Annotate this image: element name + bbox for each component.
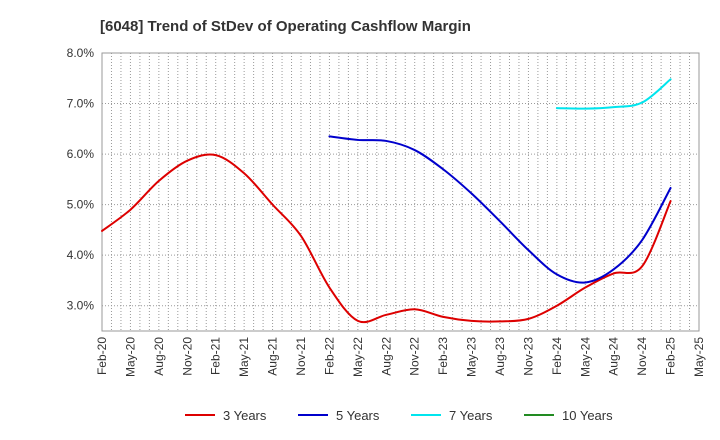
x-tick-label: Feb-24 — [550, 337, 564, 375]
legend-label-10-years: 10 Years — [562, 408, 613, 423]
x-tick-label: Nov-21 — [294, 337, 308, 376]
x-tick-label: Aug-24 — [607, 337, 621, 376]
x-tick-label: Feb-23 — [436, 337, 450, 375]
y-tick-label: 8.0% — [67, 46, 95, 60]
series-layer — [101, 78, 672, 324]
x-tick-label: Aug-21 — [266, 337, 280, 376]
x-tick-label: May-22 — [351, 337, 365, 377]
x-tick-label: Nov-23 — [521, 337, 535, 376]
series-line-5-years — [328, 135, 672, 284]
y-tick-label: 6.0% — [67, 147, 95, 161]
x-tick-label: May-21 — [237, 337, 251, 377]
x-tick-label: Aug-20 — [152, 337, 166, 376]
y-tick-label: 7.0% — [67, 97, 95, 111]
x-tick-label: May-24 — [578, 337, 592, 377]
x-tick-label: Feb-25 — [664, 337, 678, 375]
legend: 3 Years 5 Years 7 Years 10 Years — [185, 408, 613, 423]
grid — [102, 52, 699, 331]
x-tick-label: Nov-20 — [180, 337, 194, 376]
legend-label-3-years: 3 Years — [223, 408, 267, 423]
y-tick-label: 3.0% — [67, 299, 95, 313]
x-tick-label: Feb-21 — [209, 337, 223, 375]
y-tick-label: 5.0% — [67, 198, 95, 212]
x-tick-label: May-23 — [465, 337, 479, 377]
legend-label-5-years: 5 Years — [336, 408, 380, 423]
x-tick-label: Aug-22 — [379, 337, 393, 376]
x-tick-label: Nov-24 — [635, 337, 649, 376]
x-tick-label: May-20 — [123, 337, 137, 377]
x-tick-label: Feb-20 — [95, 337, 109, 375]
y-tick-label: 4.0% — [67, 248, 95, 262]
x-tick-label: Feb-22 — [322, 337, 336, 375]
chart-title: [6048] Trend of StDev of Operating Cashf… — [100, 18, 471, 35]
plot-area — [101, 52, 700, 332]
y-axis-ticks: 3.0% 4.0% 5.0% 6.0% 7.0% 8.0% — [67, 46, 95, 313]
x-axis-ticks: Feb-20 May-20 Aug-20 Nov-20 Feb-21 May-21 Aug-… — [95, 337, 706, 377]
x-tick-label: Nov-22 — [408, 337, 422, 376]
series-line-3-years — [101, 153, 672, 324]
series-line-7-years — [555, 78, 672, 110]
x-tick-label: May-25 — [692, 337, 706, 377]
legend-label-7-years: 7 Years — [449, 408, 493, 423]
x-tick-label: Aug-23 — [493, 337, 507, 376]
